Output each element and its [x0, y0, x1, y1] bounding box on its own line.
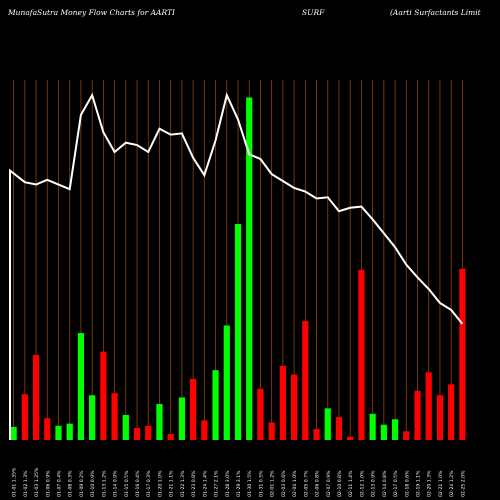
money-flow-bar	[347, 437, 353, 440]
x-tick-label: 01-02 1.3%	[23, 470, 29, 497]
money-flow-bar	[67, 424, 73, 440]
money-flow-bar	[269, 423, 275, 440]
money-flow-bar	[22, 394, 28, 440]
money-flow-bar	[33, 355, 39, 440]
money-flow-bar	[111, 393, 117, 440]
money-flow-bar	[336, 417, 342, 440]
x-tick-label: 01-14 0.9%	[113, 470, 119, 497]
x-tick-label: 02-19 1.1%	[416, 470, 422, 497]
x-tick-label: 01-17 0.3%	[146, 470, 152, 497]
x-tick-label: 02-18 0.6%	[404, 470, 410, 497]
money-flow-bar	[11, 427, 17, 440]
x-tick-label: 01-06 0.9%	[45, 470, 51, 497]
money-flow-bar	[437, 395, 443, 440]
money-flow-bar	[55, 426, 61, 440]
money-flow-bar	[291, 375, 297, 440]
x-tick-label: 01-16 0.4%	[135, 470, 141, 497]
money-flow-bar	[257, 389, 263, 440]
x-tick-label: 01-09 0.2%	[79, 470, 85, 497]
x-tick-label: 01-01 1.35%	[12, 467, 18, 497]
x-tick-label: 02-17 0.5%	[393, 470, 399, 497]
money-flow-bar	[392, 419, 398, 440]
money-flow-bar	[145, 426, 151, 440]
money-flow-bar	[235, 224, 241, 440]
x-tick-label: 02-13 0.9%	[371, 470, 377, 497]
x-tick-label: 01-13 1.2%	[101, 470, 107, 497]
money-flow-bar	[168, 434, 174, 440]
x-tick-label: 01-31 0.5%	[258, 470, 264, 497]
x-tick-label: 02-04 1.0%	[292, 470, 298, 497]
x-tick-label: 02-07 0.9%	[326, 470, 332, 497]
x-tick-label: 01-29 3.1%	[236, 470, 242, 497]
money-flow-bar	[448, 384, 454, 440]
x-tick-label: 01-28 3.0%	[225, 470, 231, 497]
money-flow-bar	[414, 391, 420, 440]
money-flow-bar	[459, 269, 465, 440]
x-tick-label: 01-21 1.1%	[169, 470, 175, 497]
money-flow-bar	[302, 321, 308, 440]
x-tick-label: 02-12 1.0%	[359, 470, 365, 497]
money-flow-bar	[100, 352, 106, 440]
money-flow-bar	[212, 370, 218, 440]
x-tick-label: 01-22 1.3%	[180, 470, 186, 497]
x-tick-label: 02-10 0.8%	[337, 470, 343, 497]
x-tick-label: 02-11 1.4%	[348, 470, 354, 497]
x-tick-label: 02-01 1.2%	[270, 470, 276, 497]
x-tick-label: 01-30 1.5%	[247, 470, 253, 497]
money-flow-bar	[44, 418, 50, 440]
x-tick-label: 02-14 0.8%	[382, 470, 388, 497]
x-tick-label: 01-03 1.25%	[34, 467, 40, 497]
money-flow-bar	[123, 415, 129, 440]
money-flow-bar	[89, 395, 95, 440]
money-flow-bar	[156, 404, 162, 440]
money-flow-bar	[224, 325, 230, 440]
x-tick-label: 02-24 1.2%	[449, 470, 455, 497]
money-flow-bar	[370, 414, 376, 440]
x-tick-label: 02-20 1.3%	[427, 470, 433, 497]
money-flow-bar	[358, 270, 364, 440]
money-flow-bar	[78, 333, 84, 440]
x-tick-label: 01-23 0.8%	[191, 470, 197, 497]
money-flow-bar	[190, 379, 196, 440]
x-tick-label: 01-15 0.5%	[124, 470, 130, 497]
x-tick-label: 01-07 0.4%	[56, 470, 62, 497]
x-tick-label: 01-20 1.0%	[157, 470, 163, 497]
x-tick-label: 01-08 0.3%	[68, 470, 74, 497]
x-tick-label: 01-10 0.9%	[90, 470, 96, 497]
money-flow-bar	[403, 431, 409, 440]
money-flow-bar	[280, 366, 286, 440]
money-flow-bar	[381, 425, 387, 440]
x-tick-label: 01-27 2.1%	[214, 470, 220, 497]
money-flow-bar	[201, 420, 207, 440]
money-flow-bar	[134, 428, 140, 440]
money-flow-bar	[313, 429, 319, 440]
x-tick-label: 02-21 1.0%	[438, 470, 444, 497]
money-flow-bar	[325, 408, 331, 440]
x-tick-label: 01-24 1.4%	[202, 470, 208, 497]
x-tick-label: 02-05 0.7%	[303, 470, 309, 497]
money-flow-bar	[426, 372, 432, 440]
money-flow-bar	[179, 397, 185, 440]
x-tick-label: 02-25 2.0%	[460, 470, 466, 497]
x-tick-label: 02-06 0.8%	[315, 470, 321, 497]
x-tick-label: 02-03 0.6%	[281, 470, 287, 497]
